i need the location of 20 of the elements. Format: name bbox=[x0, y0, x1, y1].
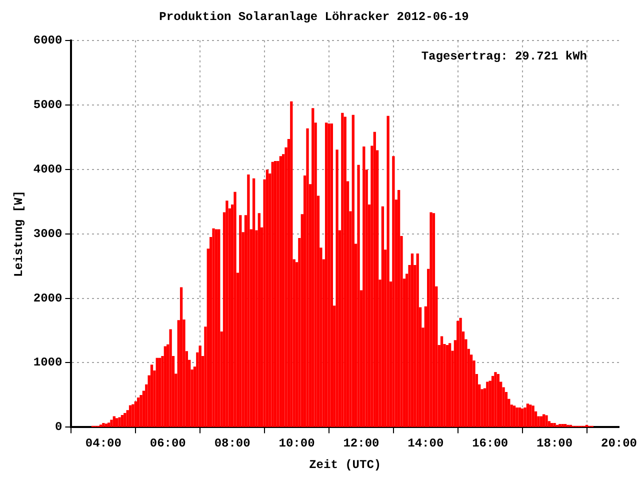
y-axis-title: Leistung [W] bbox=[12, 190, 26, 278]
y-tick-label: 6000 bbox=[33, 33, 62, 48]
y-tick-label: 1000 bbox=[33, 356, 62, 370]
x-tick-label: 04:00 bbox=[85, 436, 122, 450]
y-tick-label: 4000 bbox=[33, 162, 62, 176]
x-axis-title: Zeit (UTC) bbox=[309, 458, 382, 472]
x-tick-label: 16:00 bbox=[472, 436, 508, 450]
y-tick-label: 0 bbox=[55, 420, 62, 434]
x-tick-label: 18:00 bbox=[536, 436, 573, 450]
y-tick-label: 2000 bbox=[33, 291, 62, 306]
annotation: Tagesertrag: 29.721 kWh bbox=[421, 49, 587, 64]
y-tick-label: 5000 bbox=[33, 98, 62, 112]
x-tick-label: 12:00 bbox=[343, 436, 380, 450]
x-tick-label: 14:00 bbox=[408, 436, 444, 450]
x-tick-label: 08:00 bbox=[214, 436, 250, 450]
y-tick-label: 3000 bbox=[33, 226, 62, 241]
chart-title: Produktion Solaranlage Löhracker 2012-06-19 bbox=[159, 10, 469, 24]
x-tick-label: 20:00 bbox=[600, 436, 638, 450]
x-tick-label: 06:00 bbox=[150, 436, 186, 450]
x-tick-label: 10:00 bbox=[278, 436, 315, 450]
